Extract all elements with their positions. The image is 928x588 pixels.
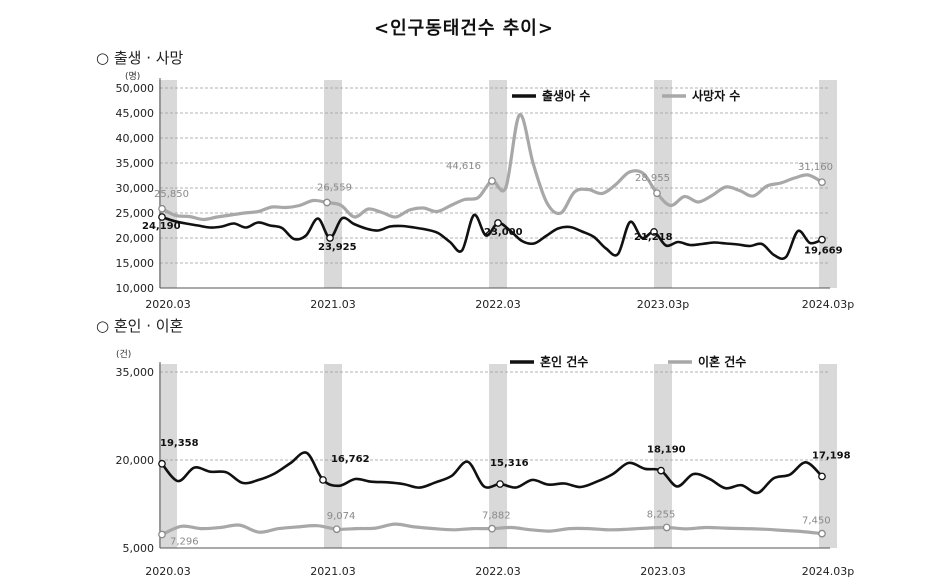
x-tick-label: 2024.03p <box>802 565 854 578</box>
data-label: 7,296 <box>170 537 199 548</box>
data-label: 31,160 <box>798 162 833 173</box>
series-marker <box>653 189 661 198</box>
data-label: 26,559 <box>317 183 352 194</box>
x-tick-label: 2020.03 <box>145 298 191 311</box>
series-line-1 <box>161 213 823 261</box>
series-marker <box>496 480 504 488</box>
highlight-band <box>159 364 177 548</box>
x-tick-label: 2022.03 <box>475 298 521 311</box>
series-line-1 <box>160 451 823 495</box>
y-tick-label: 15,000 <box>116 257 155 270</box>
series-marker <box>488 524 496 533</box>
y-tick-label: 20,000 <box>116 454 155 467</box>
x-tick-label: 2021.03 <box>310 565 356 578</box>
highlight-band <box>819 364 837 548</box>
series-marker <box>319 476 327 484</box>
y-tick-label: 50,000 <box>116 82 155 95</box>
legend-label: 이혼 건수 <box>698 354 746 369</box>
series-marker <box>158 204 166 213</box>
data-label: 7,450 <box>802 516 831 527</box>
y-unit-label: (건) <box>116 349 131 360</box>
highlight-band <box>324 364 342 548</box>
series-marker <box>818 235 826 244</box>
y-tick-label: 40,000 <box>116 132 155 145</box>
data-label: 15,316 <box>490 458 529 469</box>
x-tick-label: 2024.03p <box>802 298 854 311</box>
x-tick-label: 2022.03 <box>475 565 521 578</box>
x-tick-label: 2023.03 <box>640 565 686 578</box>
y-unit-label: (명) <box>125 71 140 82</box>
data-label: 9,074 <box>327 511 356 522</box>
y-tick-label: 30,000 <box>116 182 155 195</box>
x-tick-label: 2023.03p <box>637 298 689 311</box>
series-marker <box>326 234 334 242</box>
page-title: <인구동태건수 추이> <box>374 18 554 39</box>
chart-1: 10,000 15,000 20,000 25,000 30,000 35,000 40,0… <box>116 71 855 311</box>
series-marker <box>158 213 166 221</box>
data-label: 19,358 <box>160 438 199 449</box>
y-tick-label: 35,000 <box>116 157 155 170</box>
data-label: 24,190 <box>142 221 181 232</box>
y-tick-label: 20,000 <box>116 232 155 245</box>
data-label: 7,882 <box>482 511 511 522</box>
data-label: 23,000 <box>484 227 523 238</box>
series-marker <box>662 523 671 532</box>
series-marker <box>494 219 502 227</box>
y-tick-label: 45,000 <box>116 107 155 120</box>
series-marker <box>332 525 341 534</box>
y-tick-label: 5,000 <box>123 542 155 555</box>
series-marker <box>158 530 166 539</box>
series-marker <box>818 529 826 538</box>
series-marker <box>818 472 826 481</box>
series-marker <box>657 466 665 475</box>
highlight-band <box>489 364 507 548</box>
series-marker <box>323 198 331 207</box>
legend-label: 사망자 수 <box>692 88 740 103</box>
data-label: 25,850 <box>154 189 189 200</box>
data-label: 18,190 <box>647 445 686 456</box>
data-label: 21,218 <box>634 232 673 243</box>
legend-label: 혼인 건수 <box>540 354 588 369</box>
y-tick-label: 25,000 <box>116 207 155 220</box>
highlight-band <box>654 364 672 548</box>
y-tick-label: 35,000 <box>116 366 155 379</box>
chart-2: 5,000 20,000 35,000 (건) 2020.03 2021.03 2022.0… <box>116 349 855 578</box>
series-marker <box>488 177 496 185</box>
data-label: 17,198 <box>812 450 851 461</box>
x-tick-label: 2020.03 <box>145 565 191 578</box>
data-label: 16,762 <box>331 454 370 465</box>
y-tick-label: 10,000 <box>116 282 155 295</box>
data-label: 8,255 <box>647 509 676 520</box>
series-marker <box>818 178 826 187</box>
x-tick-label: 2021.03 <box>310 298 356 311</box>
data-label: 28,955 <box>635 173 670 184</box>
series-marker <box>158 459 166 468</box>
section-title-birth-death: ○ 출생 · 사망 <box>96 49 184 67</box>
highlight-band <box>159 80 177 288</box>
section-title-marriage-divorce: ○ 혼인 · 이혼 <box>96 317 184 335</box>
highlight-band <box>819 80 837 288</box>
data-label: 19,669 <box>804 246 843 257</box>
series-marker <box>650 228 658 236</box>
data-label: 44,616 <box>446 161 481 172</box>
legend-label: 출생아 수 <box>542 88 590 103</box>
data-label: 23,925 <box>318 242 357 253</box>
